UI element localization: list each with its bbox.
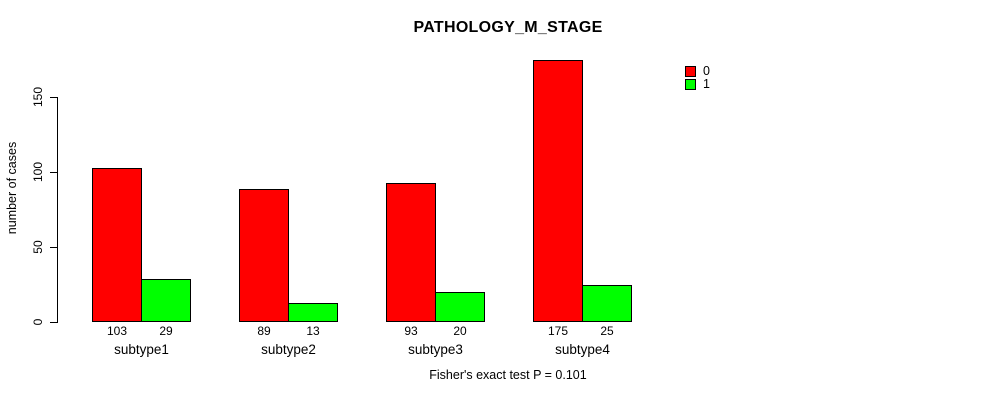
legend-swatch [685,66,696,77]
bar-subtype3-series-1 [435,292,485,322]
bar-value-label: 25 [600,324,614,338]
chart-title: PATHOLOGY_M_STAGE [413,19,603,36]
bar-subtype4-series-0 [533,59,583,322]
y-axis-tick [50,247,57,248]
bar-subtype1-series-1 [141,278,191,322]
legend-row: 1 [685,78,710,91]
legend-label: 0 [703,64,710,78]
y-axis-tick [50,97,57,98]
x-category-label: subtype4 [555,342,610,357]
y-axis-label: number of cases [5,141,19,235]
y-axis-tick [50,172,57,173]
legend-label: 1 [703,77,710,91]
bar-subtype2-series-0 [239,188,289,322]
bar-subtype3-series-0 [386,182,436,322]
y-axis-tick-label: 0 [31,318,45,326]
bar-value-label: 29 [159,324,173,338]
x-category-label: subtype1 [114,342,169,357]
bar-subtype4-series-1 [582,284,632,322]
x-category-label: subtype2 [261,342,316,357]
bar-value-label: 103 [106,324,128,338]
bar-value-label: 175 [547,324,569,338]
bar-subtype2-series-1 [288,302,338,322]
annotation-text: Fisher's exact test P = 0.101 [429,368,587,382]
bar-value-label: 93 [404,324,418,338]
legend-row: 0 [685,65,710,78]
y-axis-tick-label: 100 [31,161,45,183]
bar-value-label: 13 [306,324,320,338]
y-axis-tick-label: 50 [31,240,45,254]
x-category-label: subtype3 [408,342,463,357]
legend-swatch [685,79,696,90]
bar-subtype1-series-0 [92,167,142,322]
bar-value-label: 20 [453,324,467,338]
bar-value-label: 89 [257,324,271,338]
y-axis-tick-label: 150 [31,86,45,108]
y-axis-tick [50,322,57,323]
y-axis-line [57,97,58,323]
